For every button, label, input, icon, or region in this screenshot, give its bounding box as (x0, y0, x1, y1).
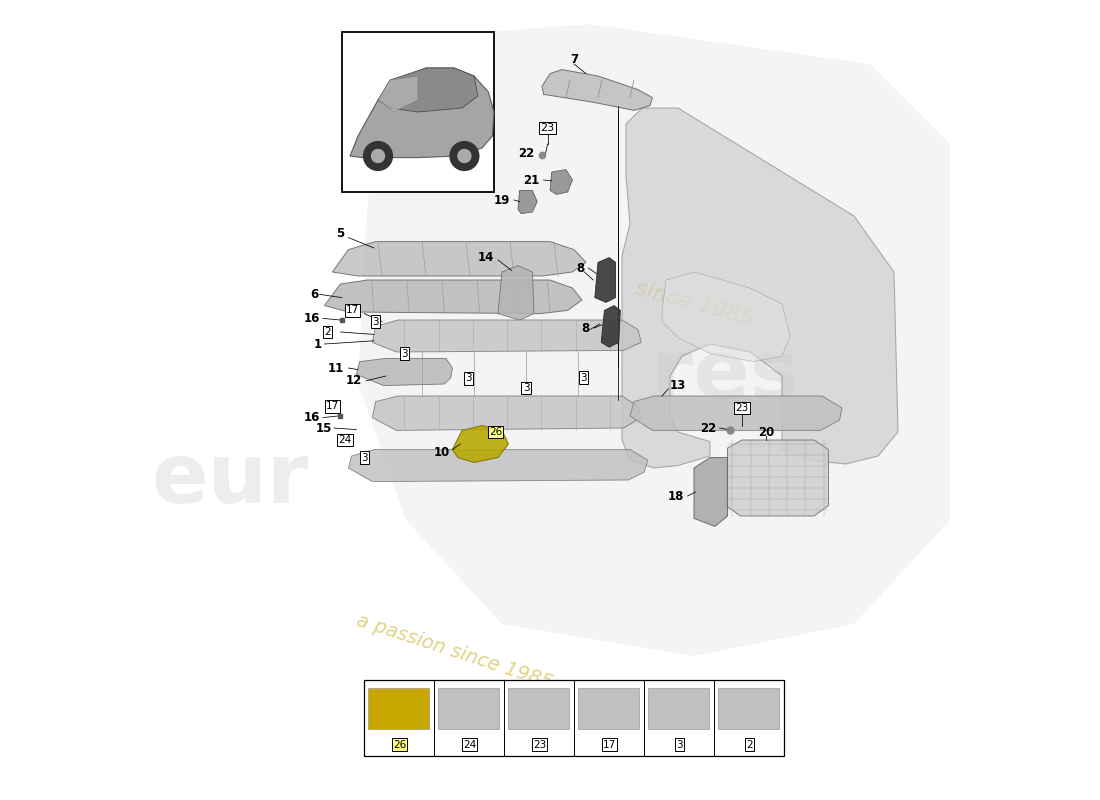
Bar (718, 687, 779, 730)
Text: 17: 17 (603, 739, 616, 750)
Text: 3: 3 (372, 317, 378, 326)
Polygon shape (358, 24, 950, 656)
Bar (439, 687, 498, 730)
Polygon shape (550, 170, 572, 194)
Text: 1: 1 (314, 338, 322, 350)
Text: 3: 3 (402, 349, 408, 358)
Polygon shape (324, 280, 582, 314)
Polygon shape (630, 396, 842, 430)
Polygon shape (452, 426, 508, 462)
Polygon shape (373, 396, 641, 430)
Text: 13: 13 (670, 379, 686, 392)
Text: 17: 17 (345, 306, 359, 315)
Text: eur: eur (152, 439, 309, 521)
Text: 8: 8 (582, 322, 590, 334)
Polygon shape (356, 358, 452, 386)
Bar (579, 687, 639, 730)
Text: since 1985: since 1985 (632, 278, 756, 330)
Text: 7: 7 (570, 53, 579, 66)
Text: 5: 5 (337, 227, 344, 240)
Text: 23: 23 (540, 123, 554, 133)
Text: 26: 26 (490, 427, 503, 437)
Text: 8: 8 (576, 262, 584, 274)
Polygon shape (726, 440, 828, 516)
Text: 23: 23 (736, 403, 749, 413)
Text: 2: 2 (324, 327, 331, 337)
Bar (368, 687, 429, 730)
Text: 26: 26 (393, 739, 406, 750)
Text: 12: 12 (345, 374, 362, 387)
Text: 6: 6 (310, 288, 318, 301)
Text: 19: 19 (494, 194, 510, 206)
Bar (648, 687, 708, 730)
Polygon shape (518, 190, 537, 214)
Polygon shape (662, 272, 790, 362)
Text: 2: 2 (746, 739, 752, 750)
Text: 3: 3 (361, 453, 367, 462)
Text: res: res (652, 335, 800, 417)
Text: 16: 16 (304, 411, 320, 424)
Text: 10: 10 (433, 446, 450, 458)
Polygon shape (542, 70, 652, 110)
Text: 22: 22 (700, 422, 716, 434)
Polygon shape (332, 242, 586, 276)
Text: 15: 15 (316, 422, 332, 434)
Polygon shape (378, 68, 478, 112)
Polygon shape (378, 76, 418, 112)
Circle shape (450, 142, 478, 170)
Text: 16: 16 (304, 312, 320, 325)
Polygon shape (595, 258, 616, 302)
Bar (364, 680, 784, 756)
Text: 3: 3 (676, 739, 683, 750)
Text: 11: 11 (328, 362, 343, 374)
Circle shape (372, 150, 385, 162)
Text: 18: 18 (668, 490, 684, 502)
Polygon shape (621, 108, 898, 468)
Polygon shape (498, 266, 534, 320)
Text: 3: 3 (522, 383, 529, 393)
Text: 20: 20 (758, 426, 774, 438)
Circle shape (458, 150, 471, 162)
Bar (508, 687, 569, 730)
Text: 17: 17 (326, 402, 339, 411)
Polygon shape (694, 458, 727, 526)
FancyBboxPatch shape (342, 32, 494, 192)
Text: 24: 24 (463, 739, 476, 750)
Text: 3: 3 (581, 373, 587, 382)
Text: 14: 14 (477, 251, 494, 264)
Text: 3: 3 (465, 374, 472, 383)
Polygon shape (602, 306, 620, 347)
Polygon shape (373, 320, 641, 352)
Text: 24: 24 (339, 435, 352, 445)
Text: a passion since 1985: a passion since 1985 (353, 611, 554, 693)
Text: 21: 21 (524, 174, 540, 186)
Circle shape (364, 142, 393, 170)
Text: 22: 22 (518, 147, 534, 160)
Polygon shape (350, 68, 494, 158)
Text: 23: 23 (532, 739, 546, 750)
Polygon shape (349, 450, 648, 482)
